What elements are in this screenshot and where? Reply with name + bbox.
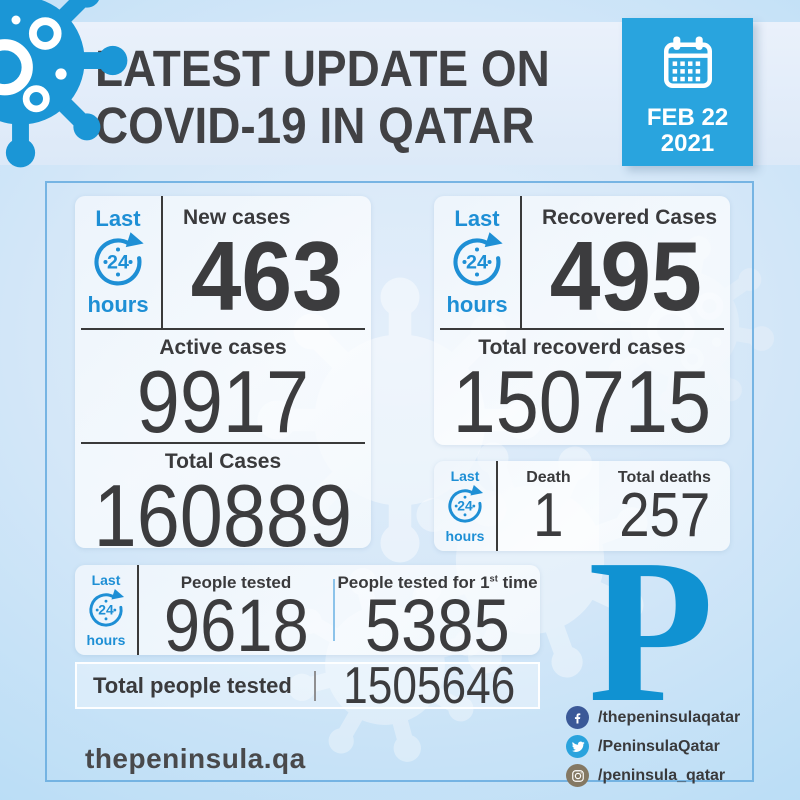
social-links: /thepeninsulaqatar /PeninsulaQatar /peni… bbox=[566, 706, 740, 787]
instagram-link[interactable]: /peninsula_qatar bbox=[566, 764, 740, 787]
last-24-hours-badge: Last hours bbox=[75, 196, 163, 328]
website-link[interactable]: thepeninsula.qa bbox=[85, 743, 306, 774]
divider bbox=[313, 670, 316, 701]
total-people-tested-box: Total people tested 1505646 bbox=[75, 656, 540, 715]
cases-panel: Last hours New cases 463 Active cases 99… bbox=[75, 196, 371, 548]
recovered-cases-label: Recovered Cases bbox=[542, 206, 718, 229]
new-cases-value: 463 bbox=[190, 221, 344, 331]
hours-label: hours bbox=[445, 528, 485, 544]
total-deaths-label: Total deaths bbox=[617, 469, 711, 486]
divider bbox=[440, 328, 724, 330]
last-24-hours-badge: Last hours bbox=[75, 565, 139, 655]
facebook-link[interactable]: /thepeninsulaqatar bbox=[566, 706, 740, 729]
active-cases-value: 9917 bbox=[136, 352, 310, 451]
total-recovered-label: Total recoverd cases bbox=[478, 336, 686, 359]
facebook-icon bbox=[566, 706, 589, 729]
coronavirus-icon bbox=[0, 0, 133, 173]
page-title: LATEST UPDATE ON COVID-19 IN QATAR bbox=[95, 40, 600, 154]
twitter-icon bbox=[566, 735, 589, 758]
divider bbox=[81, 328, 365, 330]
people-tested-section: People tested 9618 bbox=[139, 565, 333, 655]
24-hours-clock-icon bbox=[447, 231, 507, 293]
recovered-panel: Last hours Recovered Cases 495 Total rec… bbox=[434, 196, 730, 445]
total-people-tested-value: 1505646 bbox=[342, 656, 515, 715]
people-tested-value: 9618 bbox=[163, 584, 309, 656]
peninsula-logo: P bbox=[588, 516, 714, 745]
active-cases-section: Active cases 9917 bbox=[75, 330, 371, 451]
divider bbox=[81, 442, 365, 444]
total-cases-value: 160889 bbox=[93, 466, 353, 549]
title-line-1: LATEST UPDATE ON bbox=[95, 40, 550, 97]
total-deaths-value: 257 bbox=[618, 481, 710, 550]
divider bbox=[333, 579, 335, 641]
hours-label: hours bbox=[87, 292, 149, 317]
twitter-link[interactable]: /PeninsulaQatar bbox=[566, 735, 740, 758]
last-24-hours-badge: Last hours bbox=[434, 196, 522, 328]
total-cases-section: Total Cases 160889 bbox=[75, 444, 371, 549]
24-hours-clock-icon bbox=[88, 231, 148, 293]
death-section: Death 1 bbox=[498, 461, 599, 551]
last-24-hours-badge: Last hours bbox=[434, 461, 498, 551]
last-label: Last bbox=[450, 468, 480, 484]
instagram-handle: /peninsula_qatar bbox=[598, 766, 726, 784]
date-text: FEB 22 2021 bbox=[647, 105, 728, 157]
recovered-cases-value: 495 bbox=[549, 221, 703, 331]
total-recovered-section: Total recoverd cases 150715 bbox=[434, 330, 730, 446]
hours-label: hours bbox=[446, 292, 508, 317]
date-badge: FEB 22 2021 bbox=[622, 18, 753, 166]
last-label: Last bbox=[454, 206, 500, 231]
last-label: Last bbox=[95, 206, 141, 231]
people-tested-first-time-section: People tested for 1st time 5385 bbox=[335, 565, 540, 655]
date-line-1: FEB 22 bbox=[646, 104, 729, 131]
total-recovered-value: 150715 bbox=[452, 352, 712, 446]
death-value: 1 bbox=[533, 481, 564, 550]
calendar-icon bbox=[656, 32, 720, 96]
new-cases-section: Last hours New cases 463 bbox=[75, 196, 371, 328]
24-hours-clock-icon bbox=[444, 484, 486, 528]
recovered-cases-section: Last hours Recovered Cases 495 bbox=[434, 196, 730, 328]
people-tested-first-time-label: People tested for 1st time bbox=[337, 573, 538, 592]
title-line-2: COVID-19 IN QATAR bbox=[95, 97, 535, 154]
tested-panel: Last hours People tested 9618 People tes… bbox=[75, 565, 540, 655]
new-cases-label: New cases bbox=[183, 206, 291, 229]
total-people-tested-label: Total people tested bbox=[93, 672, 292, 698]
total-cases-label: Total Cases bbox=[164, 450, 282, 473]
deaths-panel: Last hours Death 1 Total deaths 257 bbox=[434, 461, 730, 551]
instagram-icon bbox=[566, 764, 589, 787]
people-tested-first-time-value: 5385 bbox=[365, 584, 510, 656]
total-deaths-section: Total deaths 257 bbox=[599, 461, 730, 551]
content-frame bbox=[45, 181, 754, 782]
facebook-handle: /thepeninsulaqatar bbox=[598, 708, 741, 726]
24-hours-clock-icon bbox=[85, 588, 127, 632]
people-tested-label: People tested bbox=[180, 573, 292, 592]
twitter-handle: /PeninsulaQatar bbox=[598, 737, 720, 755]
hours-label: hours bbox=[86, 632, 126, 648]
active-cases-label: Active cases bbox=[159, 336, 287, 359]
last-label: Last bbox=[91, 572, 121, 588]
date-line-2: 2021 bbox=[660, 130, 715, 157]
death-label: Death bbox=[526, 469, 571, 486]
